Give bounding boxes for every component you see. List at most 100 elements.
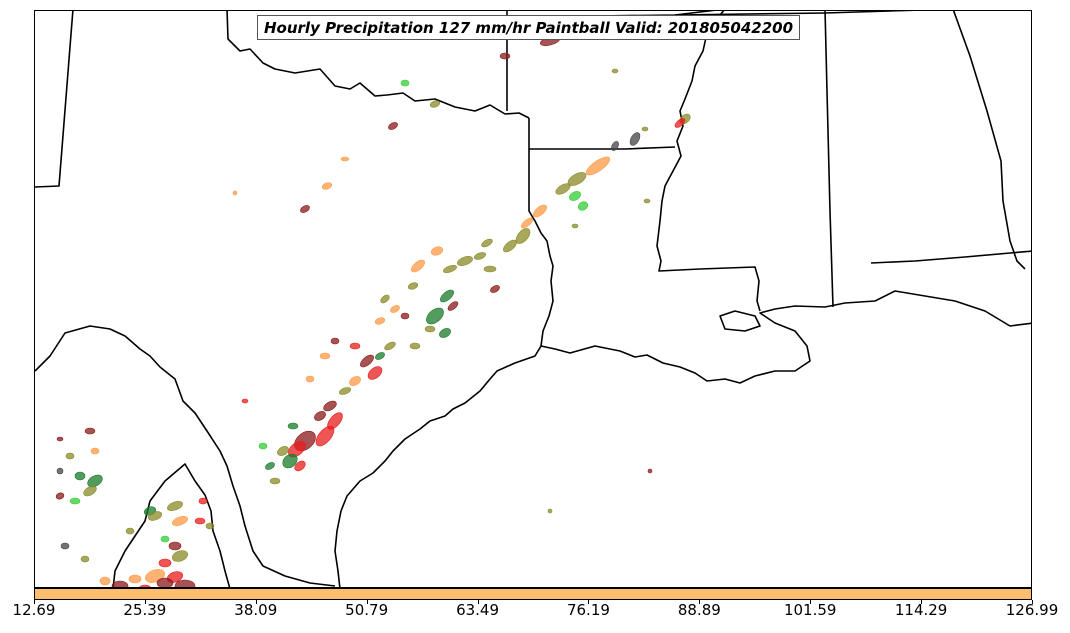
state-border-ar-la xyxy=(529,146,676,150)
precip-paintball-blob xyxy=(287,422,299,430)
precip-paintball-blob xyxy=(277,446,289,456)
state-border-fl xyxy=(870,250,1031,264)
precip-paintball-blob xyxy=(338,387,352,395)
map-title-text: Hourly Precipitation 127 mm/hr Paintball… xyxy=(264,18,794,37)
la-coastline xyxy=(540,290,1031,384)
rio-grande xyxy=(35,325,336,587)
precip-paintball-blob xyxy=(447,301,459,311)
mexico-state-border xyxy=(149,463,231,587)
precip-paintball-blob xyxy=(426,307,444,325)
colorbar-tick-mark xyxy=(588,600,589,604)
colorbar xyxy=(34,588,1032,600)
precip-paintball-blob xyxy=(571,223,579,229)
precip-paintball-blob xyxy=(99,576,111,586)
precip-paintball-blob xyxy=(367,366,383,380)
precip-paintball-blob xyxy=(499,52,511,60)
precip-paintball-blob xyxy=(629,132,641,146)
lake-pontchartrain xyxy=(719,310,761,332)
precip-paintball-blob xyxy=(300,205,310,213)
precip-paintball-blob xyxy=(319,352,331,360)
precip-paintball-blob xyxy=(156,577,174,587)
precip-paintball-blob xyxy=(400,312,410,320)
precip-paintball-blob xyxy=(388,122,398,130)
colorbar-tick-label: 88.89 xyxy=(677,601,721,619)
precip-paintball-blob xyxy=(56,436,64,442)
precip-paintball-blob xyxy=(90,447,100,455)
precip-paintball-blob xyxy=(380,294,390,304)
precip-paintball-blob xyxy=(490,285,500,293)
colorbar-tick-label: 25.39 xyxy=(123,601,167,619)
precip-paintball-blob xyxy=(314,411,326,421)
precip-paintball-blob xyxy=(323,400,337,412)
precip-paintball-blob xyxy=(384,341,396,351)
map-canvas xyxy=(35,11,1031,587)
precip-paintball-blob xyxy=(74,471,86,481)
colorbar-tick-mark xyxy=(34,600,35,604)
precip-paintball-blob xyxy=(555,183,571,195)
mississippi-river xyxy=(656,11,761,312)
precip-paintball-blob xyxy=(407,282,419,290)
precip-paintball-blob xyxy=(547,508,553,514)
precip-paintball-blob xyxy=(440,289,454,303)
precip-paintball-blob xyxy=(585,156,611,176)
colorbar-tick-mark xyxy=(699,600,700,604)
precip-paintball-blob xyxy=(60,542,70,550)
precip-paintball-blob xyxy=(315,425,335,447)
colorbar-tick-mark xyxy=(810,600,811,604)
precip-paintball-blob xyxy=(55,492,65,500)
state-border-ok-tx xyxy=(226,11,530,119)
precip-paintball-blob xyxy=(641,126,649,132)
precip-paintball-blob xyxy=(473,252,487,260)
colorbar-tick-label: 12.69 xyxy=(12,601,56,619)
precip-paintball-blob xyxy=(349,376,361,386)
state-border-tx-la xyxy=(528,118,554,347)
precip-paintball-blob xyxy=(80,555,90,563)
map-title: Hourly Precipitation 127 mm/hr Paintball… xyxy=(257,15,801,40)
precip-paintball-blob xyxy=(424,325,436,333)
precip-paintball-blob xyxy=(56,467,64,475)
precip-paintball-blob xyxy=(400,79,410,87)
precip-paintball-blob xyxy=(390,305,400,313)
precip-paintball-blob xyxy=(577,201,589,211)
precip-paintball-blob xyxy=(643,198,651,204)
colorbar-tick-mark xyxy=(145,600,146,604)
precip-paintball-blob xyxy=(330,337,340,345)
state-border-nm-tx xyxy=(35,11,74,188)
colorbar-tick-mark xyxy=(921,600,922,604)
precip-paintball-blob xyxy=(611,141,619,151)
precip-paintball-blob xyxy=(147,511,163,521)
precip-paintball-blob xyxy=(65,452,75,460)
precip-paintball-blob xyxy=(258,442,268,450)
precip-paintball-blob xyxy=(443,265,457,273)
precip-paintball-blob xyxy=(503,239,517,253)
precip-paintball-blob xyxy=(269,477,281,485)
precip-paintball-blob xyxy=(194,517,206,525)
precip-paintball-blob xyxy=(111,580,129,587)
colorbar-tick-label: 114.29 xyxy=(894,601,948,619)
precip-paintball-blob xyxy=(282,453,298,469)
precip-paintball-blob xyxy=(168,541,182,551)
precip-paintball-blob xyxy=(533,204,547,218)
precip-paintball-blob xyxy=(171,550,189,562)
precip-paintball-blob xyxy=(340,156,350,162)
precip-paintball-blob xyxy=(198,497,208,505)
precip-paintball-blob xyxy=(674,118,686,128)
colorbar-tick-label: 38.09 xyxy=(234,601,278,619)
precip-paintball-blob xyxy=(167,501,183,511)
precip-paintball-blob xyxy=(139,584,151,587)
precip-paintball-blob xyxy=(411,259,425,273)
precip-paintball-blob xyxy=(241,398,249,404)
colorbar-tick-mark xyxy=(1032,600,1033,604)
precip-paintball-blob xyxy=(349,342,361,350)
precip-paintball-blob xyxy=(69,497,81,505)
colorbar-tick-label: 101.59 xyxy=(783,601,837,619)
precip-paintball-blob xyxy=(305,375,315,383)
precip-paintball-blob xyxy=(360,354,374,368)
precip-paintball-blob xyxy=(647,468,653,474)
colorbar-tick-label: 63.49 xyxy=(456,601,500,619)
state-border-tn xyxy=(674,11,915,16)
precip-paintball-blob xyxy=(125,527,135,535)
precip-paintball-blob xyxy=(160,535,170,543)
colorbar-tick-label: 50.79 xyxy=(345,601,389,619)
precip-paintball-blob xyxy=(429,100,441,108)
